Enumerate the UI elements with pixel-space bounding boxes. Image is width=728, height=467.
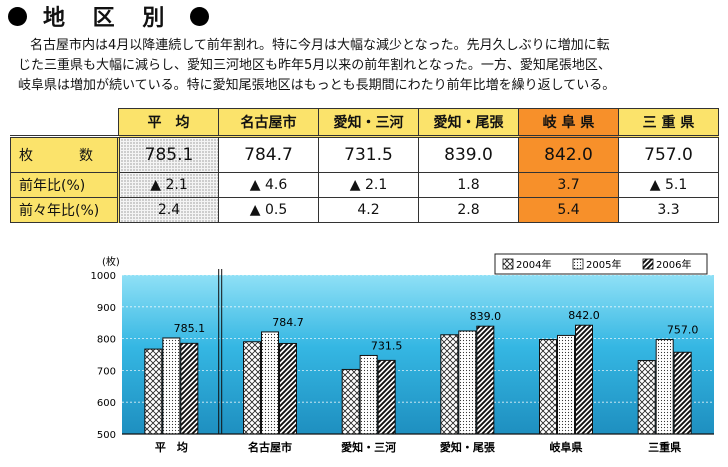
table-cell: 3.3: [618, 197, 719, 223]
bar: [655, 339, 674, 435]
bar: [377, 359, 396, 435]
bar-chart: 785.1 784.7 731.5 839.0 842.0 757.0 500 600 700…: [91, 253, 714, 454]
data-label: 785.1: [174, 322, 206, 335]
column-header: 愛知・尾張: [418, 108, 519, 138]
column-header: 愛知・三河: [318, 108, 419, 138]
region-stats-table: 平 均 名古屋市 愛知・三河 愛知・尾張 岐 阜 県 三 重 県 枚 数 785…: [10, 108, 719, 223]
table-cell: 2.4: [118, 197, 219, 223]
y-tick-label: 600: [97, 398, 116, 409]
bar: [476, 325, 495, 435]
table-cell: 757.0: [618, 136, 719, 173]
row-header: 前々年比(%): [10, 197, 120, 223]
table-cell: ▲ 2.1: [118, 172, 219, 198]
legend-label: 2005年: [586, 258, 621, 271]
x-axis: 平 均 名古屋市 愛知・三河 愛知・尾張 岐阜県 三重県: [155, 440, 681, 454]
bullet-dot-icon: [8, 6, 27, 26]
bar: [575, 324, 593, 435]
table-cell: 784.7: [218, 136, 319, 173]
x-tick-label: 愛知・尾張: [440, 440, 496, 454]
bar: [637, 360, 656, 435]
table-cell: 4.2: [318, 197, 419, 223]
bar: [673, 351, 692, 435]
summary-line: じた三重県も大幅に減らし、愛知三河地区も昨年5月以来の前年割れとなった。一方、愛…: [18, 58, 611, 73]
x-tick-label: 平 均: [155, 440, 188, 454]
summary-line: 岐阜県は増加が続いている。特に愛知尾張地区はもっとも長期間にわたり前年比増を繰り…: [18, 78, 616, 93]
table-cell: ▲ 4.6: [218, 172, 319, 198]
data-label: 784.7: [272, 316, 304, 329]
column-header: 岐 阜 県: [518, 108, 619, 138]
bar: [539, 339, 557, 435]
summary-paragraph: 名古屋市内は4月以降連続して前年割れ。特に今月は大幅な減少となった。先月久しぶり…: [18, 36, 718, 96]
legend-swatch: [642, 258, 654, 270]
legend-label: 2004年: [516, 258, 551, 271]
table-cell: 842.0: [518, 136, 619, 173]
y-tick-label: 500: [97, 430, 116, 441]
table-cell: 5.4: [518, 197, 619, 223]
legend-swatch: [572, 258, 584, 270]
table-cell: ▲ 0.5: [218, 197, 319, 223]
bullet-dot-icon: [190, 6, 210, 26]
table-cell: ▲ 2.1: [318, 172, 419, 198]
table-header-row: 平 均 名古屋市 愛知・三河 愛知・尾張 岐 阜 県 三 重 県: [10, 108, 719, 138]
x-tick-label: 愛知・三河: [341, 440, 396, 454]
column-header: 名古屋市: [218, 108, 319, 138]
table-cell: 3.7: [518, 172, 619, 198]
column-header: 平 均: [118, 108, 219, 138]
table-row: 枚 数 785.1 784.7 731.5 839.0 842.0 757.0: [10, 136, 719, 173]
bar: [144, 348, 163, 435]
y-axis-unit: (枚): [102, 255, 120, 268]
y-tick-label: 800: [97, 335, 116, 346]
y-tick-label: 900: [97, 303, 116, 314]
x-tick-label: 岐阜県: [550, 440, 583, 454]
summary-line: 名古屋市内は4月以降連続して前年割れ。特に今月は大幅な減少となった。先月久しぶり…: [30, 38, 610, 53]
bar: [557, 334, 575, 435]
bar: [440, 334, 459, 435]
table-row: 前年比(%) ▲ 2.1 ▲ 4.6 ▲ 2.1 1.8 3.7 ▲ 5.1: [10, 172, 719, 198]
y-axis: 500 600 700 800 900 1000: [91, 271, 714, 441]
table-cell: 2.8: [418, 197, 519, 223]
bar: [458, 330, 477, 435]
legend-box: [494, 253, 708, 275]
bar: [261, 331, 279, 435]
table-cell: ▲ 5.1: [618, 172, 719, 198]
data-label: 731.5: [371, 339, 403, 352]
value-labels: 785.1 784.7 731.5 839.0 842.0 757.0: [174, 309, 699, 352]
data-label: 839.0: [470, 310, 502, 323]
bar: [341, 368, 360, 435]
table-cell: 839.0: [418, 136, 519, 173]
section-title: 地 区 別: [8, 2, 210, 31]
bar: [162, 337, 181, 435]
legend-label: 2006年: [656, 258, 691, 271]
x-tick-label: 三重県: [648, 440, 681, 454]
table-cell: 1.8: [418, 172, 519, 198]
legend-swatch: [502, 258, 514, 270]
data-label: 842.0: [568, 309, 600, 322]
table-corner: [10, 108, 119, 138]
column-header: 三 重 県: [618, 108, 719, 138]
y-tick-label: 1000: [91, 271, 116, 282]
bar: [180, 342, 199, 435]
bar: [359, 354, 378, 435]
bar: [243, 341, 261, 435]
table-cell: 731.5: [318, 136, 419, 173]
row-header: 枚 数: [10, 136, 120, 173]
row-header: 前年比(%): [10, 172, 120, 198]
bar: [279, 342, 297, 435]
gridlines: [122, 269, 714, 434]
table-row: 前々年比(%) 2.4 ▲ 0.5 4.2 2.8 5.4 3.3: [10, 197, 719, 223]
bar-series: [144, 324, 692, 435]
table-cell: 785.1: [118, 136, 219, 173]
data-label: 757.0: [667, 324, 699, 337]
section-title-text: 地 区 別: [43, 6, 175, 31]
y-tick-label: 700: [97, 366, 116, 377]
x-tick-label: 名古屋市: [248, 440, 292, 454]
plot-background: [122, 275, 714, 434]
legend: 2004年 2005年 2006年: [494, 253, 708, 275]
